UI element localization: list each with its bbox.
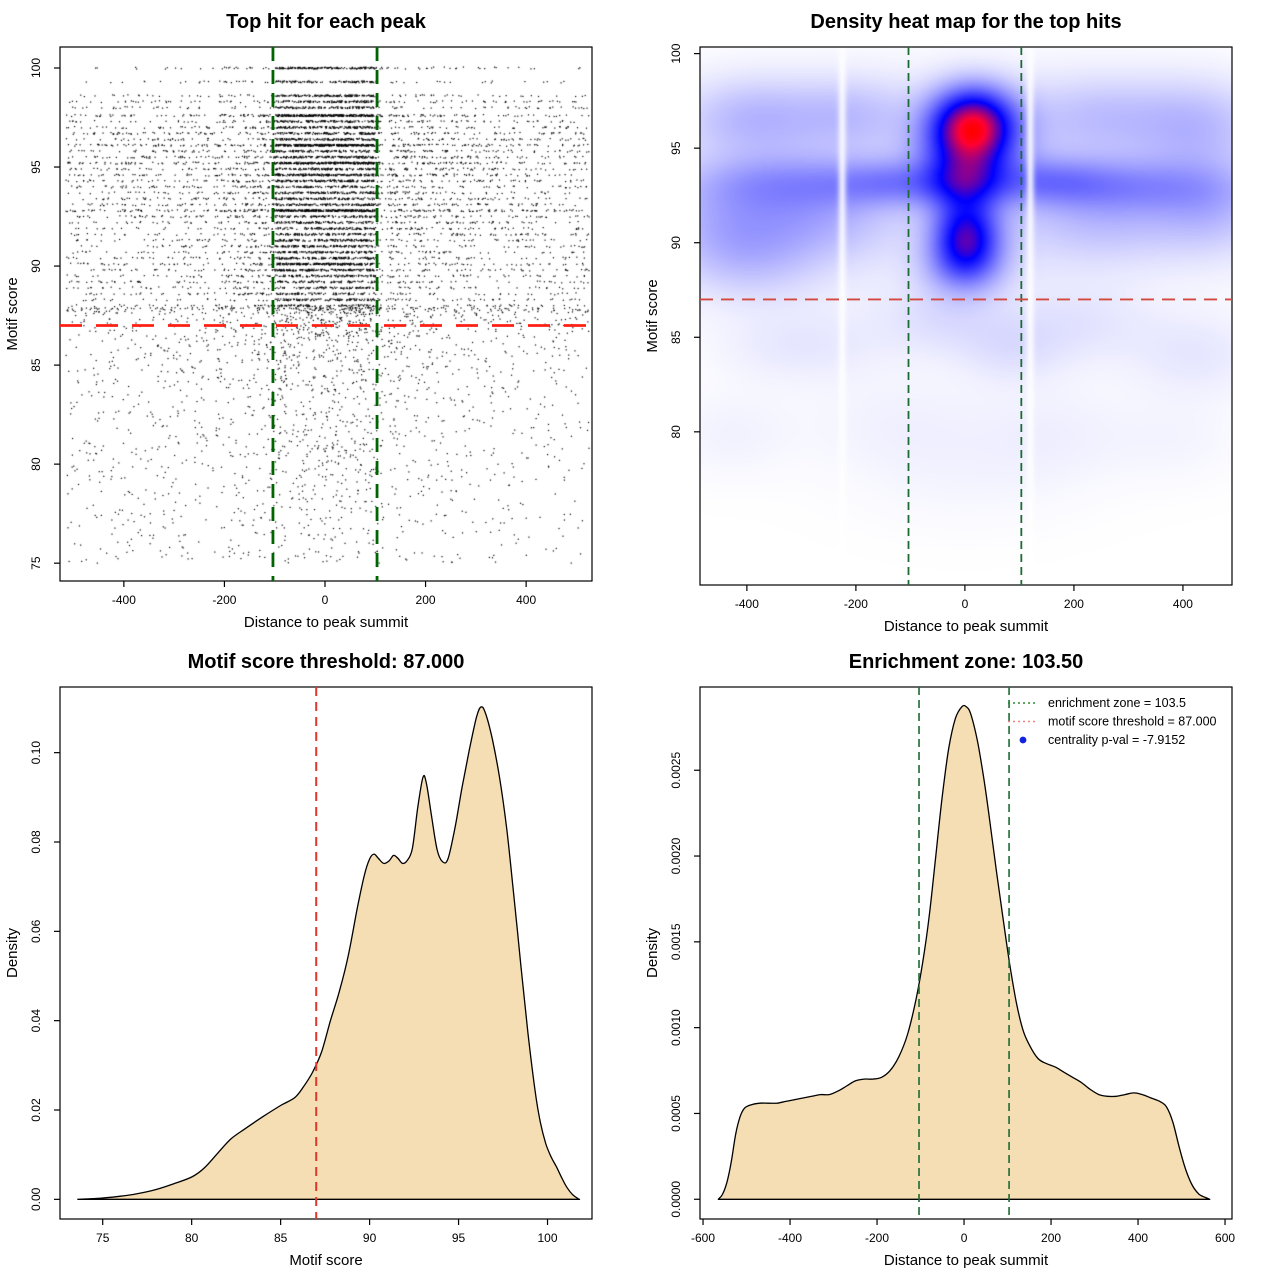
axis-ticks: -400 -200 0 200 400 75 80 85 90 95 100 — [29, 58, 536, 607]
y-tick-label: 90 — [669, 236, 683, 250]
axis-ticks: -400 -200 0 200 400 80 85 90 95 100 — [669, 43, 1193, 611]
panel-title: Motif score threshold: 87.000 — [188, 651, 465, 673]
density-svg: 75 80 85 90 95 100 0.00 0.02 0.04 0.06 0.08 0.10 Mot… — [4, 651, 593, 1269]
x-tick-label: 80 — [185, 1231, 199, 1245]
y-tick-label: 0.0010 — [669, 1009, 683, 1046]
legend-dot-sample — [1019, 736, 1027, 744]
y-tick-label: 0.0025 — [669, 752, 683, 789]
legend: enrichment zone = 103.5 motif score thres… — [1008, 696, 1217, 747]
y-tick-label: 0.10 — [29, 741, 43, 765]
x-tick-label: 600 — [1215, 1231, 1235, 1245]
x-axis-label: Distance to peak summit — [884, 1252, 1049, 1269]
y-tick-label: 75 — [29, 556, 43, 570]
axis-ticks: -600 -400 -200 0 200 400 600 0.0000 0.0005 0.0010… — [669, 752, 1235, 1245]
plot-frame — [699, 686, 1233, 1220]
x-tick-label: 200 — [1064, 597, 1084, 611]
y-tick-label: 85 — [29, 358, 43, 372]
x-tick-label: 400 — [1128, 1231, 1148, 1245]
x-tick-label: -400 — [778, 1231, 802, 1245]
x-tick-label: 0 — [962, 597, 969, 611]
y-tick-label: 0.00 — [29, 1187, 43, 1211]
y-tick-label: 0.0000 — [669, 1181, 683, 1218]
y-axis-label: Density — [4, 927, 21, 978]
x-axis-label: Motif score — [289, 1252, 362, 1269]
x-tick-label: 75 — [96, 1231, 110, 1245]
y-tick-label: 95 — [669, 141, 683, 155]
x-tick-label: -600 — [691, 1231, 715, 1245]
y-axis-label: Motif score — [644, 279, 661, 352]
y-tick-label: 100 — [669, 43, 683, 63]
x-tick-label: 200 — [416, 593, 436, 607]
x-axis-label: Distance to peak summit — [884, 618, 1049, 635]
panel-title: Top hit for each peak — [226, 11, 427, 33]
x-tick-label: -400 — [735, 597, 759, 611]
legend-label: motif score threshold = 87.000 — [1048, 715, 1217, 729]
x-tick-label: 85 — [274, 1231, 288, 1245]
density-curve — [717, 704, 1211, 1200]
x-tick-label: -200 — [865, 1231, 889, 1245]
y-tick-label: 0.0020 — [669, 837, 683, 874]
panel-top-hit-scatter: -400 -200 0 200 400 75 80 85 90 95 100 Top hit for … — [0, 0, 640, 640]
y-tick-label: 80 — [669, 425, 683, 439]
y-tick-label: 0.0005 — [669, 1095, 683, 1132]
x-tick-label: 0 — [322, 593, 329, 607]
panel-title: Density heat map for the top hits — [810, 11, 1121, 33]
y-tick-label: 80 — [29, 457, 43, 471]
density-curve — [77, 706, 581, 1200]
y-tick-label: 0.0015 — [669, 923, 683, 960]
x-axis-label: Distance to peak summit — [244, 614, 409, 631]
legend-label: enrichment zone = 103.5 — [1048, 696, 1186, 710]
plot-frame — [699, 46, 1233, 586]
x-tick-label: 0 — [961, 1231, 968, 1245]
panel-enrichment-zone-density: -600 -400 -200 0 200 400 600 0.0000 0.0005 0.0010… — [640, 640, 1280, 1280]
x-tick-label: 90 — [363, 1231, 377, 1245]
y-tick-label: 90 — [29, 259, 43, 273]
heatmap-canvas — [640, 0, 1280, 640]
panel-title: Enrichment zone: 103.50 — [849, 651, 1084, 673]
x-tick-label: 200 — [1041, 1231, 1061, 1245]
y-tick-label: 0.02 — [29, 1098, 43, 1122]
x-tick-label: 100 — [538, 1231, 558, 1245]
legend-label: centrality p-val = -7.9152 — [1048, 733, 1185, 747]
x-tick-label: 400 — [516, 593, 536, 607]
y-axis-label: Motif score — [4, 277, 21, 350]
y-tick-label: 0.04 — [29, 1009, 43, 1033]
axis-ticks: 75 80 85 90 95 100 0.00 0.02 0.04 0.06 0.08 0.10 — [29, 741, 558, 1245]
y-axis-label: Density — [644, 927, 661, 978]
scatter-points-canvas — [0, 0, 640, 640]
scatter-overlay-svg: -400 -200 0 200 400 75 80 85 90 95 100 Top hit for … — [4, 11, 593, 631]
heatmap-overlay-svg: -400 -200 0 200 400 80 85 90 95 100 Density heat m… — [644, 11, 1233, 635]
x-tick-label: 400 — [1173, 597, 1193, 611]
y-tick-label: 85 — [669, 330, 683, 344]
x-tick-label: -200 — [844, 597, 868, 611]
density-svg: -600 -400 -200 0 200 400 600 0.0000 0.0005 0.0010… — [644, 651, 1235, 1269]
panel-motif-score-density: 75 80 85 90 95 100 0.00 0.02 0.04 0.06 0.08 0.10 Mot… — [0, 640, 640, 1280]
x-tick-label: -200 — [212, 593, 236, 607]
x-tick-label: -400 — [112, 593, 136, 607]
x-tick-label: 95 — [452, 1231, 466, 1245]
y-tick-label: 95 — [29, 160, 43, 174]
plot-frame — [59, 46, 593, 582]
y-tick-label: 0.08 — [29, 830, 43, 854]
y-tick-label: 0.06 — [29, 919, 43, 943]
y-tick-label: 100 — [29, 58, 43, 78]
panel-density-heatmap: -400 -200 0 200 400 80 85 90 95 100 Density heat m… — [640, 0, 1280, 640]
plot-frame — [59, 686, 593, 1220]
